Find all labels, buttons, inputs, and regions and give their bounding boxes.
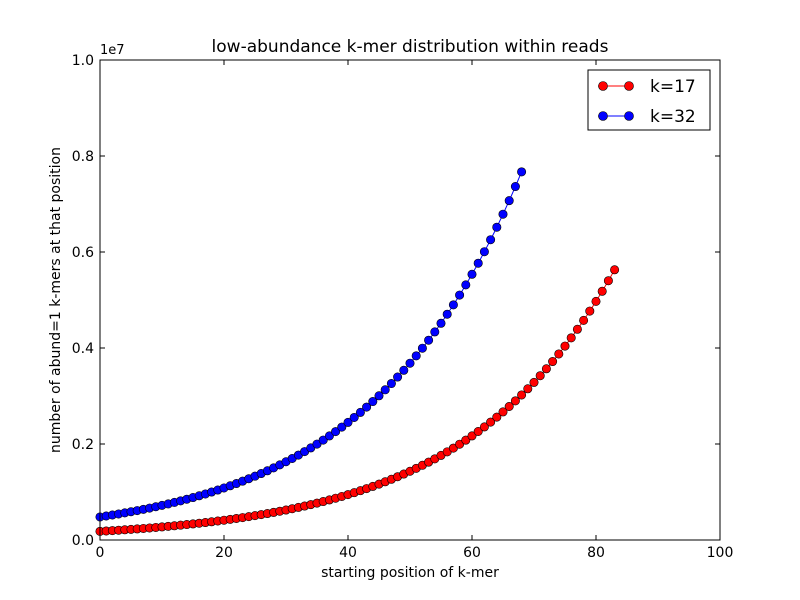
data-point (479, 247, 489, 257)
data-point (510, 396, 520, 406)
data-point (504, 401, 514, 411)
y-tick-label: 0.0 (72, 533, 94, 549)
data-point (343, 417, 353, 427)
data-point (504, 196, 514, 206)
data-point (448, 300, 458, 310)
y-tick-label: 0.8 (72, 149, 94, 165)
data-point (318, 435, 328, 445)
x-axis-label: starting position of k-mer (321, 565, 499, 581)
data-point (331, 427, 341, 437)
data-point (324, 431, 334, 441)
data-point (541, 364, 551, 374)
chart-title: low-abundance k-mer distribution within … (212, 37, 609, 57)
data-point (554, 349, 564, 359)
legend-marker-k32 (598, 111, 608, 121)
series-layer (95, 167, 620, 536)
data-point (417, 343, 427, 353)
data-point (517, 390, 527, 400)
data-point (585, 306, 595, 316)
data-point (510, 182, 520, 192)
legend: k=17 k=32 (587, 69, 711, 131)
data-point (579, 315, 589, 325)
legend-marker-k17 (598, 81, 608, 91)
legend-label-k17: k=17 (650, 77, 696, 97)
data-point (461, 435, 471, 445)
data-point (498, 209, 508, 219)
data-point (467, 431, 477, 441)
x-tick-label: 40 (339, 545, 357, 561)
data-point (548, 357, 558, 367)
x-tick-label: 60 (463, 545, 481, 561)
x-tick-label: 0 (96, 545, 105, 561)
data-point (337, 422, 347, 432)
ticks-layer: 0 20 40 60 80 100 0.0 0.2 0.4 0.6 0.8 1.0 (72, 53, 734, 561)
legend-marker-k17-end (624, 81, 634, 91)
data-point (479, 422, 489, 432)
data-point (492, 222, 502, 232)
data-point (473, 426, 483, 436)
y-tick-label: 0.4 (72, 341, 94, 357)
data-point (374, 391, 384, 401)
data-point (597, 286, 607, 296)
data-point (393, 372, 403, 382)
data-point (386, 379, 396, 389)
data-point (368, 397, 378, 407)
data-point (492, 412, 502, 422)
data-point (467, 269, 477, 279)
data-point (455, 439, 465, 449)
data-point (430, 327, 440, 337)
data-point (535, 371, 545, 381)
data-point (498, 407, 508, 417)
data-point (424, 335, 434, 345)
y-tick-label: 1.0 (72, 53, 94, 69)
data-point (455, 290, 465, 300)
y-offset-label: 1e7 (100, 43, 125, 58)
series-k32 (95, 167, 527, 522)
data-point (566, 333, 576, 343)
data-point (349, 412, 359, 422)
data-point (362, 402, 372, 412)
legend-label-k32: k=32 (650, 107, 696, 127)
x-tick-label: 100 (707, 545, 734, 561)
data-point (411, 351, 421, 361)
data-point (405, 358, 415, 368)
x-tick-label: 20 (215, 545, 233, 561)
data-point (517, 167, 527, 177)
y-tick-label: 0.2 (72, 437, 94, 453)
data-point (486, 417, 496, 427)
data-point (486, 235, 496, 245)
data-point (473, 258, 483, 268)
data-point (572, 324, 582, 334)
data-point (591, 296, 601, 306)
data-point (380, 385, 390, 395)
data-point (442, 309, 452, 319)
data-point (529, 377, 539, 387)
series-k17 (95, 265, 620, 536)
data-point (461, 280, 471, 290)
data-point (603, 276, 613, 286)
data-point (436, 318, 446, 328)
data-point (560, 341, 570, 351)
y-tick-label: 0.6 (72, 245, 94, 261)
y-axis-label: number of abund=1 k-mers at that positio… (48, 147, 64, 453)
legend-box (587, 69, 711, 131)
legend-marker-k32-end (624, 111, 634, 121)
plot-frame (99, 59, 721, 541)
data-point (523, 384, 533, 394)
data-point (355, 407, 365, 417)
data-point (399, 365, 409, 375)
data-point (610, 265, 620, 275)
x-tick-label: 80 (587, 545, 605, 561)
